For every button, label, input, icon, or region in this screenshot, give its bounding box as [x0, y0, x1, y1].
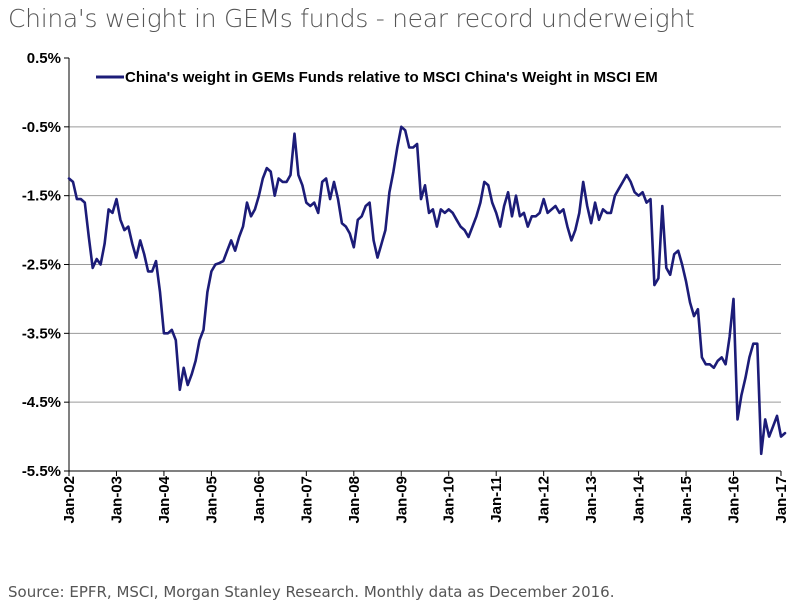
x-tick-label: Jan-06 [251, 476, 268, 524]
x-tick-label: Jan-12 [536, 476, 553, 524]
y-tick-label: -5.5% [22, 463, 61, 480]
x-tick-label: Jan-14 [631, 475, 648, 523]
gridlines [69, 126, 781, 403]
y-axis-ticks: 0.5% -0.5% -1.5% -2.5% -3.5% -4.5% -5.5% [22, 50, 69, 480]
y-tick-label: -0.5% [22, 119, 61, 136]
chart-title: China's weight in GEMs funds - near reco… [8, 4, 695, 33]
y-tick-label: -3.5% [22, 325, 61, 342]
x-tick-label: Jan-17 [773, 476, 790, 524]
x-tick-label: Jan-11 [488, 476, 505, 523]
y-tick-label: -4.5% [22, 394, 61, 411]
y-tick-label: 0.5% [27, 50, 61, 67]
x-tick-label: Jan-07 [298, 476, 315, 524]
x-tick-label: Jan-03 [108, 476, 125, 524]
x-tick-label: Jan-08 [346, 476, 363, 524]
x-tick-label: Jan-09 [393, 476, 410, 524]
y-tick-label: -1.5% [22, 188, 61, 205]
legend-label: China's weight in GEMs Funds relative to… [125, 69, 658, 86]
series-layer [67, 125, 787, 456]
x-tick-label: Jan-15 [678, 476, 695, 524]
x-tick-label: Jan-04 [156, 475, 173, 523]
x-tick-label: Jan-05 [203, 476, 220, 524]
x-tick-label: Jan-10 [441, 476, 458, 524]
x-tick-label: Jan-02 [61, 476, 78, 524]
x-tick-label: Jan-13 [583, 476, 600, 524]
series-line [67, 125, 787, 456]
x-tick-label: Jan-16 [726, 476, 743, 524]
legend: China's weight in GEMs Funds relative to… [96, 69, 658, 86]
y-tick-label: -2.5% [22, 257, 61, 274]
x-axis-ticks: Jan-02 Jan-03 Jan-04 Jan-05 Jan-06 Jan-07 Jan-… [61, 471, 790, 524]
source-note: Source: EPFR, MSCI, Morgan Stanley Resea… [8, 583, 615, 601]
